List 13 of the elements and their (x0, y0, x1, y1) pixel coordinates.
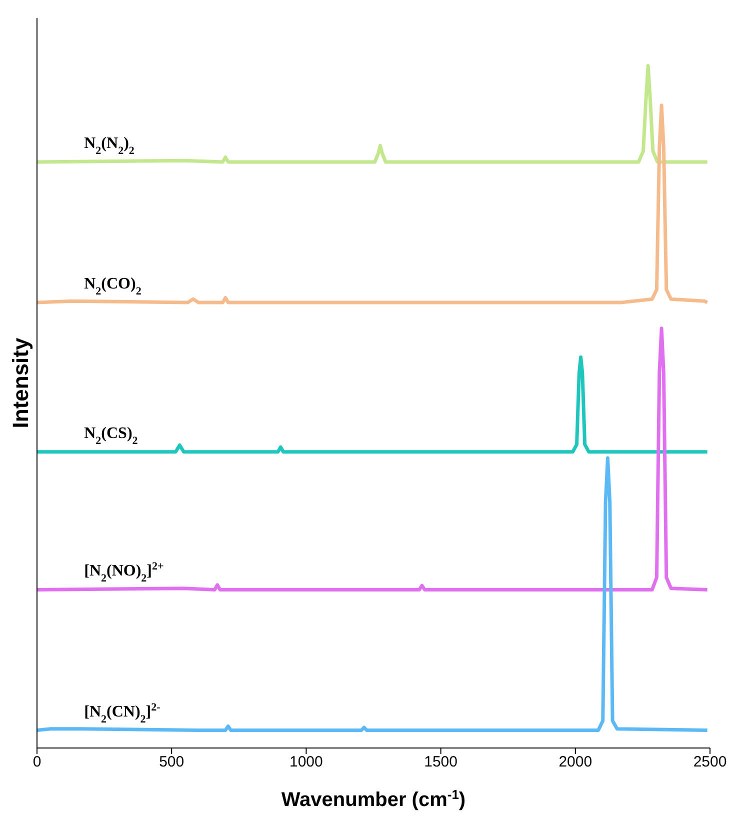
series-label: N$_{2}$(N$_{2}$)$_{2}$ (84, 134, 135, 157)
x-axis-title: Wavenumber (cm$^{-1}$) (281, 786, 466, 811)
x-tick-label: 2000 (558, 754, 592, 771)
x-tick-label: 1500 (424, 754, 458, 771)
x-tick-label: 500 (159, 754, 184, 771)
series-label: N$_{2}$(CO)$_{2}$ (84, 275, 142, 298)
x-tick-label: 2500 (693, 754, 727, 771)
x-tick-label: 0 (32, 754, 42, 771)
series-label: N$_{2}$(CS)$_{2}$ (84, 424, 138, 447)
y-axis-title: Intensity (8, 337, 33, 428)
series-label: [N$_{2}$(NO)$_{2}$]$^{2+}$ (84, 560, 164, 585)
series-label: [N$_{2}$(CN)$_{2}$]$^{2-}$ (84, 701, 161, 726)
x-tick-label: 1000 (290, 754, 323, 771)
